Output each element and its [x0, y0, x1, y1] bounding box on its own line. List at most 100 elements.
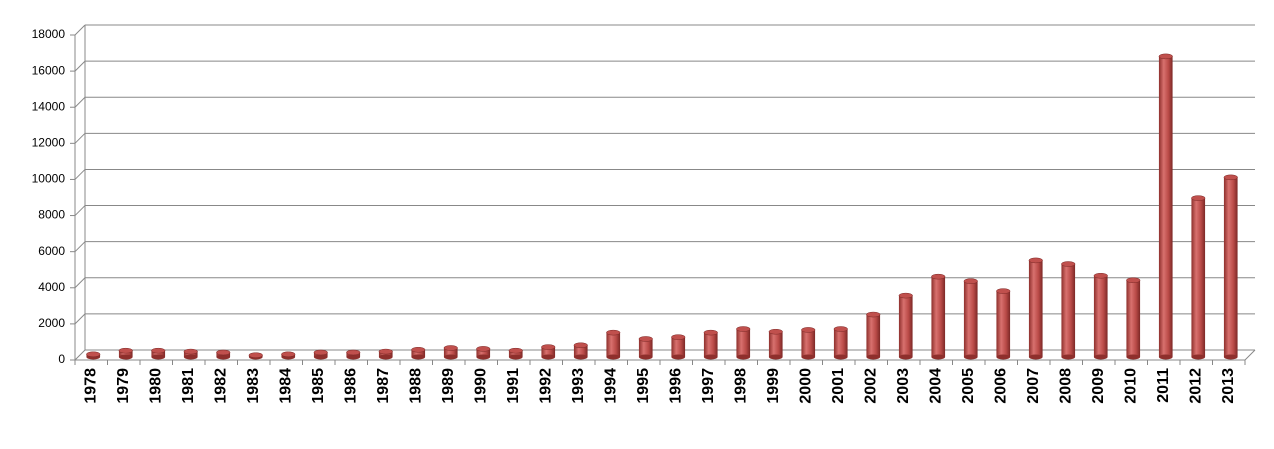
- x-tick-label: 2002: [862, 368, 879, 404]
- bar-base: [768, 354, 783, 360]
- bar-base: [671, 354, 686, 360]
- bar: [118, 350, 133, 357]
- y-tick-label: 12000: [32, 136, 66, 150]
- bar-top: [476, 346, 491, 352]
- x-tick-label: 1992: [537, 368, 554, 404]
- bar: [931, 276, 946, 357]
- grid-line-side: [74, 96, 86, 108]
- bar: [1093, 275, 1108, 357]
- grid-line-side: [74, 24, 86, 36]
- bar-base: [183, 354, 198, 360]
- bar-base: [411, 354, 426, 360]
- x-tick-label: 1998: [732, 368, 749, 404]
- bar: [996, 291, 1011, 357]
- x-tick-label: 2004: [927, 368, 944, 404]
- x-tick-label: 2011: [1155, 368, 1172, 403]
- bar-top: [833, 326, 848, 332]
- bar: [1028, 260, 1043, 357]
- grid-line-side: [74, 241, 86, 253]
- x-tick-label: 1994: [602, 368, 619, 404]
- bar-base: [931, 354, 946, 360]
- bar-top: [346, 349, 361, 356]
- x-tick-label: 2010: [1122, 368, 1139, 404]
- bar-top: [411, 347, 426, 353]
- x-tick-label: 1986: [342, 368, 359, 404]
- bar-top: [216, 349, 231, 356]
- bar: [1126, 280, 1141, 357]
- x-tick-label: 2008: [1057, 368, 1074, 404]
- x-tick-label: 1991: [505, 368, 522, 404]
- bar-base: [508, 354, 523, 360]
- bar-top: [541, 344, 556, 350]
- bar-base: [151, 354, 166, 360]
- bar: [736, 329, 751, 357]
- bar-top: [1061, 261, 1076, 267]
- x-tick-label: 1987: [375, 368, 392, 404]
- bar-base: [1093, 354, 1108, 360]
- x-tick-label: 1978: [82, 368, 99, 404]
- bar-base: [378, 354, 393, 360]
- x-tick-label: 1980: [147, 368, 164, 404]
- bar: [573, 345, 588, 357]
- bar-top: [118, 347, 133, 354]
- bar-base: [1028, 354, 1043, 360]
- bar-base: [346, 354, 361, 360]
- x-tick-label: 2013: [1220, 368, 1237, 404]
- y-tick-label: 6000: [38, 244, 65, 258]
- y-tick-label: 14000: [32, 99, 66, 113]
- bar-top: [638, 336, 653, 342]
- bar: [963, 281, 978, 357]
- x-tick-label: 2000: [797, 368, 814, 404]
- bar-top: [1126, 277, 1141, 284]
- bar-top: [378, 348, 393, 355]
- bar-top: [86, 351, 101, 358]
- x-tick-label: 1985: [310, 368, 327, 404]
- x-tick-label: 1979: [115, 368, 132, 404]
- bar-base: [963, 354, 978, 360]
- y-tick-label: 10000: [32, 172, 66, 186]
- bar: [866, 314, 881, 357]
- y-tick-label: 4000: [38, 280, 65, 294]
- bar: [768, 331, 783, 357]
- bar: [638, 338, 653, 357]
- grid-line-side: [74, 349, 86, 361]
- bar-top: [768, 328, 783, 335]
- bar: [1158, 56, 1173, 357]
- bar-top: [801, 327, 816, 333]
- bar-base: [541, 354, 556, 360]
- bar-base: [606, 354, 621, 360]
- x-tick-label: 1995: [635, 368, 652, 404]
- bar-top: [248, 352, 263, 358]
- y-tick-label: 16000: [32, 63, 66, 77]
- x-tick-label: 1983: [245, 368, 262, 404]
- bar-base: [1158, 354, 1173, 360]
- bar-base: [313, 354, 328, 360]
- x-tick-label: 2005: [960, 368, 977, 404]
- x-tick-label: 1989: [440, 368, 457, 404]
- bar-top: [996, 288, 1011, 294]
- y-tick-label: 2000: [38, 316, 65, 330]
- x-tick-label: 2006: [992, 368, 1009, 404]
- bar-top: [573, 342, 588, 349]
- bar-base: [476, 354, 491, 360]
- bar-base: [1061, 354, 1076, 360]
- x-tick-label: 1982: [212, 368, 229, 404]
- bar: [541, 347, 556, 357]
- bar-top: [1191, 195, 1206, 201]
- bar-base: [703, 354, 718, 360]
- bar-top: [671, 334, 686, 340]
- grid-line-side: [74, 132, 86, 144]
- bar-top: [931, 273, 946, 280]
- bar-top: [281, 351, 296, 358]
- bar-top: [606, 329, 621, 336]
- bar: [703, 332, 718, 357]
- bar: [1061, 264, 1076, 357]
- x-tick-label: 1988: [407, 368, 424, 404]
- x-tick-label: 2001: [830, 368, 847, 404]
- bar: [411, 349, 426, 357]
- bar-top: [151, 347, 166, 354]
- bar: [476, 348, 491, 357]
- bar-base: [801, 354, 816, 360]
- bar-top: [508, 347, 523, 354]
